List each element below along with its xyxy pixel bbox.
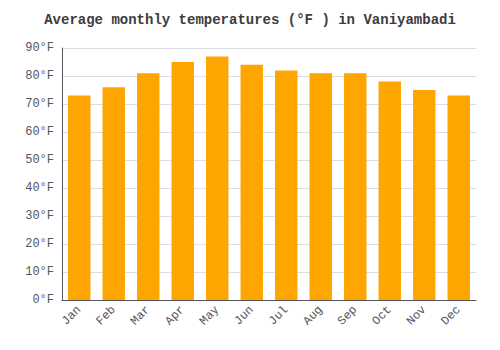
svg-text:70°F: 70°F xyxy=(25,97,54,111)
svg-text:20°F: 20°F xyxy=(25,237,54,251)
svg-text:Oct: Oct xyxy=(370,303,395,328)
svg-text:Jun: Jun xyxy=(232,303,257,328)
svg-text:0°F: 0°F xyxy=(32,293,54,307)
svg-text:Jan: Jan xyxy=(59,303,84,328)
svg-text:60°F: 60°F xyxy=(25,125,54,139)
svg-text:May: May xyxy=(197,303,222,328)
svg-text:10°F: 10°F xyxy=(25,265,54,279)
svg-text:Feb: Feb xyxy=(94,303,119,328)
svg-text:Jul: Jul xyxy=(266,303,291,328)
svg-text:50°F: 50°F xyxy=(25,153,54,167)
svg-text:Apr: Apr xyxy=(163,303,188,328)
svg-text:Average monthly temperatures (: Average monthly temperatures (°F ) in Va… xyxy=(44,12,456,28)
svg-text:90°F: 90°F xyxy=(25,41,54,55)
svg-text:Aug: Aug xyxy=(301,303,326,328)
svg-text:Dec: Dec xyxy=(439,303,464,328)
svg-text:80°F: 80°F xyxy=(25,69,54,83)
svg-text:40°F: 40°F xyxy=(25,181,54,195)
svg-text:Mar: Mar xyxy=(128,303,153,328)
svg-text:Nov: Nov xyxy=(404,303,429,328)
svg-text:30°F: 30°F xyxy=(25,209,54,223)
svg-text:Sep: Sep xyxy=(335,303,360,328)
